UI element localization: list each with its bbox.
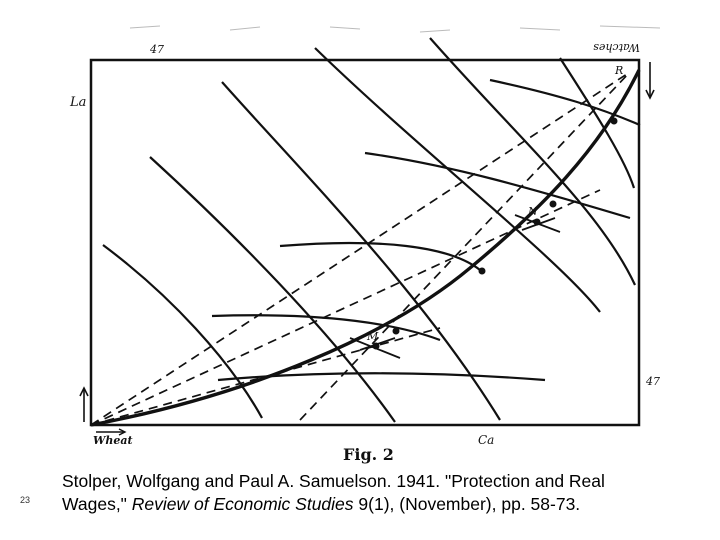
label-bottom-right: Ca xyxy=(478,433,494,447)
wheat-isoquants xyxy=(102,37,636,423)
citation-details: 9(1), (November), pp. 58-73. xyxy=(353,494,581,514)
dashed-line-1 xyxy=(90,71,631,426)
dashed-line-2 xyxy=(90,189,601,426)
dashed-line-3 xyxy=(90,327,441,426)
down-arrow xyxy=(645,62,655,100)
tangency-marks xyxy=(349,214,561,359)
watches-isoquant-2 xyxy=(211,314,441,342)
citation-journal: Review of Economic Studies xyxy=(131,494,354,514)
wheat-isoquant-3 xyxy=(221,81,501,421)
label-top-left: 47 xyxy=(149,43,164,56)
label-wheat: Wheat xyxy=(93,434,133,447)
label-top-right: Watches xyxy=(593,41,640,54)
watches-isoquant-5 xyxy=(489,78,641,127)
point-dot-2 xyxy=(392,327,400,335)
slide-number: 23 xyxy=(20,495,31,505)
point-n-label: N xyxy=(527,205,538,218)
label-right-axis: 47 xyxy=(645,375,660,388)
citation-authors: Stolper, Wolfgang and Paul A. Samuelson.… xyxy=(62,471,605,514)
box-frame xyxy=(89,58,641,427)
up-arrow xyxy=(79,386,89,422)
point-dot-5 xyxy=(549,200,557,208)
point-m-label: M xyxy=(366,330,379,343)
wheat-isoquant-2 xyxy=(149,156,396,423)
wheat-isoquant-1 xyxy=(102,244,263,419)
point-r-label: R xyxy=(614,64,623,77)
dashed-line-4 xyxy=(299,71,631,421)
figure-caption: Fig. 2 xyxy=(343,445,394,464)
point-dot-3 xyxy=(478,267,486,275)
tangency-dots xyxy=(372,117,618,350)
citation: Stolper, Wolfgang and Paul A. Samuelson.… xyxy=(62,470,662,516)
dashed-lines xyxy=(90,71,631,426)
watches-isoquant-1 xyxy=(217,372,546,382)
watches-isoquants xyxy=(211,78,641,382)
wheat-isoquant-4 xyxy=(314,47,601,313)
wheat-isoquant-6 xyxy=(559,57,636,189)
watches-isoquant-3 xyxy=(279,241,481,271)
point-dot-6 xyxy=(610,117,618,125)
edgeworth-box-figure: 47 Watches La 47 Wheat Ca R N M Fig. 2 xyxy=(69,25,661,464)
right-arrow xyxy=(96,428,127,436)
label-left-axis: La xyxy=(69,95,86,110)
scan-artifact xyxy=(129,25,661,33)
point-n-dot xyxy=(533,218,541,226)
watches-isoquant-4 xyxy=(364,151,631,220)
point-m-dot xyxy=(372,342,380,350)
wheat-isoquant-5 xyxy=(429,37,636,286)
contract-curve xyxy=(90,69,641,427)
